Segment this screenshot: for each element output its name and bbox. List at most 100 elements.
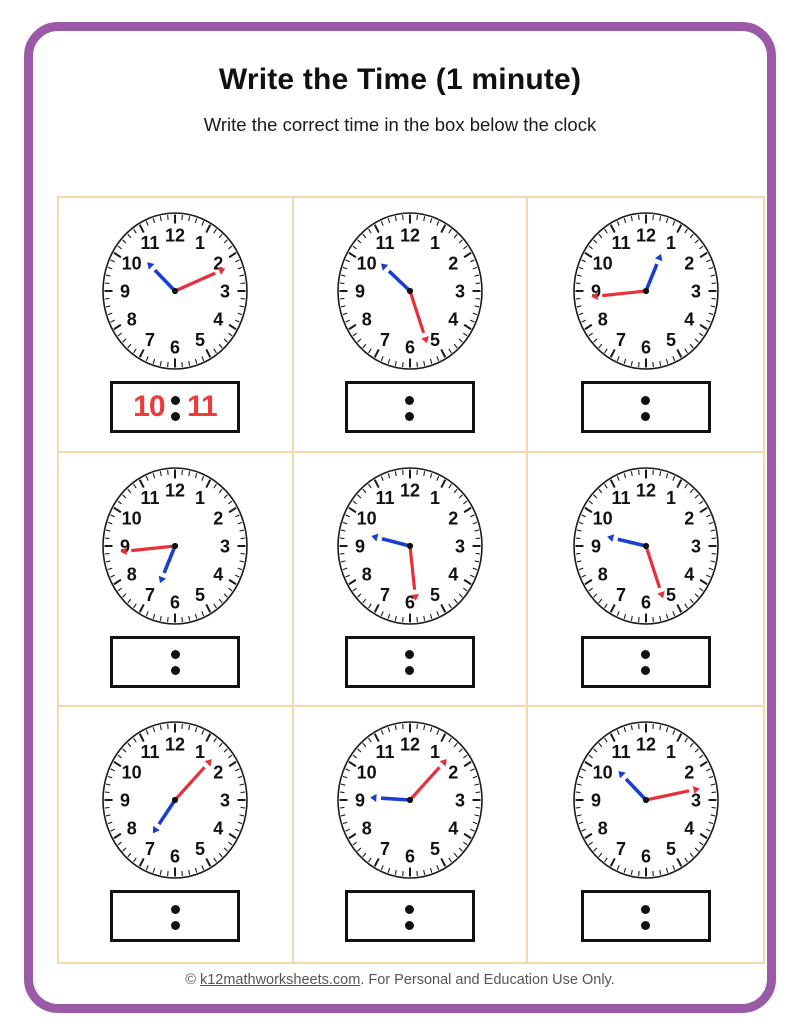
answer-box[interactable] bbox=[344, 635, 475, 688]
answer-box[interactable] bbox=[344, 381, 475, 433]
clock-numeral: 2 bbox=[214, 508, 224, 528]
answer-text bbox=[602, 901, 689, 931]
clock-numeral: 10 bbox=[357, 508, 377, 528]
clock-numeral: 12 bbox=[165, 735, 185, 755]
clock-numeral: 12 bbox=[400, 480, 420, 500]
colon-dot-top bbox=[405, 904, 415, 914]
clock-numeral: 5 bbox=[195, 839, 205, 859]
problem-cell: 12 1 2 3 4 5 6 7 8 9 10 11 bbox=[294, 707, 529, 962]
clock-numeral: 8 bbox=[597, 310, 607, 330]
clock-numeral: 4 bbox=[448, 819, 458, 839]
problem-cell: 12 1 2 3 4 5 6 7 8 9 10 11 bbox=[528, 198, 763, 453]
answer-text bbox=[366, 901, 453, 931]
colon-separator bbox=[641, 395, 651, 421]
clock-numeral: 8 bbox=[362, 819, 372, 839]
clock-numeral: 5 bbox=[195, 585, 205, 605]
clock-numeral: 9 bbox=[355, 536, 365, 556]
minute-hand bbox=[408, 759, 447, 802]
clock-numeral: 6 bbox=[170, 338, 180, 358]
clock-numeral: 7 bbox=[380, 839, 390, 859]
clock-numeral: 1 bbox=[430, 742, 440, 762]
clock-numeral: 2 bbox=[448, 763, 458, 783]
clock-numeral: 5 bbox=[430, 585, 440, 605]
problem-cell: 12 1 2 3 4 5 6 7 8 9 10 11 bbox=[293, 452, 529, 708]
answer-box[interactable] bbox=[110, 635, 241, 688]
clock-numeral: 7 bbox=[145, 330, 155, 350]
clock-numeral: 3 bbox=[691, 791, 701, 811]
colon-dot-bottom bbox=[405, 411, 415, 421]
clock-numeral: 7 bbox=[380, 330, 390, 350]
clock-numeral: 11 bbox=[375, 233, 394, 253]
answer-box[interactable] bbox=[344, 890, 475, 943]
answer-box[interactable] bbox=[580, 890, 711, 943]
clock-numeral: 11 bbox=[611, 488, 630, 508]
clock-numeral: 9 bbox=[591, 791, 601, 811]
clock-numeral: 2 bbox=[448, 254, 458, 274]
minute-hand bbox=[408, 545, 420, 601]
clock-numeral: 3 bbox=[455, 791, 465, 811]
minute-hand bbox=[590, 289, 646, 301]
clock-numeral: 7 bbox=[145, 585, 155, 605]
clock-numeral: 3 bbox=[220, 536, 230, 556]
clock-numeral: 8 bbox=[127, 819, 137, 839]
clock-numeral: 6 bbox=[405, 847, 415, 867]
answer-box[interactable] bbox=[580, 635, 711, 688]
clock-numeral: 10 bbox=[357, 763, 377, 783]
clock-numeral: 2 bbox=[448, 508, 458, 528]
colon-dot-top bbox=[405, 650, 415, 660]
clock-numeral: 9 bbox=[355, 791, 365, 811]
page-subtitle: Write the correct time in the box below … bbox=[203, 114, 597, 135]
problem-cell: 12 1 2 3 4 5 6 7 8 9 10 11 bbox=[293, 198, 529, 453]
footer-prefix: © bbox=[185, 972, 200, 988]
colon-dot-top bbox=[170, 650, 180, 660]
colon-dot-bottom bbox=[170, 920, 180, 930]
clock-numeral: 11 bbox=[375, 488, 394, 508]
footer-suffix: . For Personal and Education Use Only. bbox=[360, 972, 615, 988]
answer-text bbox=[132, 647, 219, 677]
hour-hand bbox=[153, 799, 177, 834]
clock-numeral: 8 bbox=[597, 564, 607, 584]
minute-hand bbox=[645, 786, 700, 802]
clock-numeral: 4 bbox=[684, 564, 694, 584]
clock-numeral: 8 bbox=[127, 564, 137, 584]
colon-dot-bottom bbox=[641, 666, 651, 676]
answer-box[interactable] bbox=[110, 890, 241, 943]
clock-numeral: 6 bbox=[170, 847, 180, 867]
clock-numeral: 9 bbox=[120, 536, 130, 556]
clock-numeral: 11 bbox=[141, 488, 160, 508]
colon-dot-top bbox=[170, 395, 180, 405]
minute-hand bbox=[408, 290, 429, 344]
clock-numeral: 10 bbox=[592, 254, 612, 274]
colon-dot-top bbox=[405, 395, 415, 405]
answer-box[interactable]: 10 11 bbox=[110, 381, 241, 433]
clock-numeral: 11 bbox=[611, 233, 630, 253]
clock-numeral: 10 bbox=[122, 508, 142, 528]
clock-numeral: 6 bbox=[170, 592, 180, 612]
clock-numeral: 3 bbox=[455, 282, 465, 302]
clock-numeral: 2 bbox=[684, 763, 694, 783]
clock-numeral: 12 bbox=[636, 480, 656, 500]
hour-hand bbox=[158, 544, 177, 583]
minute-hand bbox=[644, 545, 665, 598]
clock-numeral: 5 bbox=[666, 330, 676, 350]
colon-dot-bottom bbox=[170, 411, 180, 421]
answer-text bbox=[366, 392, 453, 422]
answer-box[interactable] bbox=[580, 381, 711, 433]
hour-hand bbox=[370, 794, 411, 803]
hour-hand bbox=[606, 533, 647, 548]
clock-numeral: 8 bbox=[127, 310, 137, 330]
clock-numeral: 9 bbox=[120, 791, 130, 811]
problem-cell: 12 1 2 3 4 5 6 7 8 9 10 11 10 11 bbox=[59, 198, 294, 453]
hour-hand bbox=[643, 253, 662, 292]
clock-numeral: 2 bbox=[214, 763, 224, 783]
clock-numeral: 10 bbox=[122, 763, 142, 783]
clock-numeral: 1 bbox=[666, 233, 676, 253]
footer-website-link[interactable]: k12mathworksheets.com bbox=[199, 972, 361, 988]
problem-cell: 12 1 2 3 4 5 6 7 8 9 10 11 bbox=[59, 707, 294, 962]
clock-numeral: 3 bbox=[691, 536, 701, 556]
problem-cell: 12 1 2 3 4 5 6 7 8 9 10 11 bbox=[528, 453, 763, 708]
